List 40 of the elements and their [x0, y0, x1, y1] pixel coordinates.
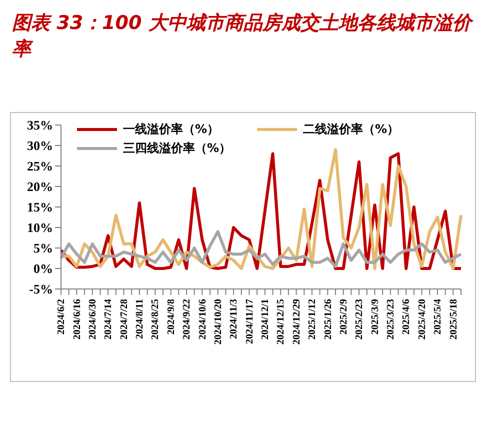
x-tick-label: 2025/5/18 [448, 299, 460, 340]
y-tick-label: -5% [29, 282, 53, 297]
x-tick-label: 2025/4/20 [416, 299, 428, 340]
y-tick-label: 25% [27, 158, 53, 174]
x-tick-label: 2025/2/23 [354, 299, 366, 340]
x-tick-label: 2024/9/8 [166, 299, 177, 335]
x-tick-label: 2024/12/15 [276, 299, 287, 345]
x-tick-label: 2024/11/3 [228, 299, 240, 340]
x-tick-label: 2024/6/16 [72, 299, 83, 340]
legend-label: 一线溢价率（%） [123, 121, 220, 138]
y-tick-label: 15% [27, 200, 53, 215]
x-tick-label: 2024/6/2 [56, 299, 68, 335]
x-tick-label: 2025/2/9 [338, 299, 350, 335]
y-tick-label: 20% [27, 179, 53, 194]
x-tick-label: 2024/12/1 [260, 299, 272, 340]
x-tick-label: 2024/9/22 [182, 299, 193, 340]
y-tick-label: 5% [34, 240, 53, 256]
line-series [60, 230, 462, 268]
x-tick-label: 2024/7/14 [103, 299, 114, 340]
x-tick-label: 2024/8/25 [150, 299, 162, 340]
x-tick-label: 2025/3/9 [370, 299, 381, 335]
x-tick-label: 2024/10/20 [212, 299, 224, 345]
x-tick-label: 2024/12/29 [291, 299, 302, 345]
x-tick-label: 2025/1/26 [322, 299, 334, 340]
x-tick-label: 2024/10/6 [197, 299, 208, 340]
x-tick-label: 2024/6/30 [87, 299, 98, 340]
x-tick-label: 2024/7/28 [118, 299, 130, 340]
legend-label: 三四线溢价率（%） [123, 140, 232, 157]
x-tick-label: 2025/4/6 [401, 299, 412, 335]
y-tick-label: 0% [34, 261, 53, 276]
chart-title: 图表 33：100 大中城市商品房成交土地各线城市溢价率 [11, 11, 474, 62]
y-tick-label: 35% [27, 118, 53, 133]
x-tick-label: 2025/1/12 [307, 299, 318, 340]
x-tick-label: 2024/11/17 [244, 299, 256, 344]
x-tick-label: 2025/5/4 [432, 299, 444, 335]
x-tick-label: 2025/3/23 [386, 299, 397, 340]
y-tick-label: 30% [27, 138, 53, 154]
y-tick-label: 10% [27, 220, 53, 236]
legend-label: 二线溢价率（%） [303, 121, 400, 138]
x-tick-label: 2024/8/11 [134, 299, 146, 340]
